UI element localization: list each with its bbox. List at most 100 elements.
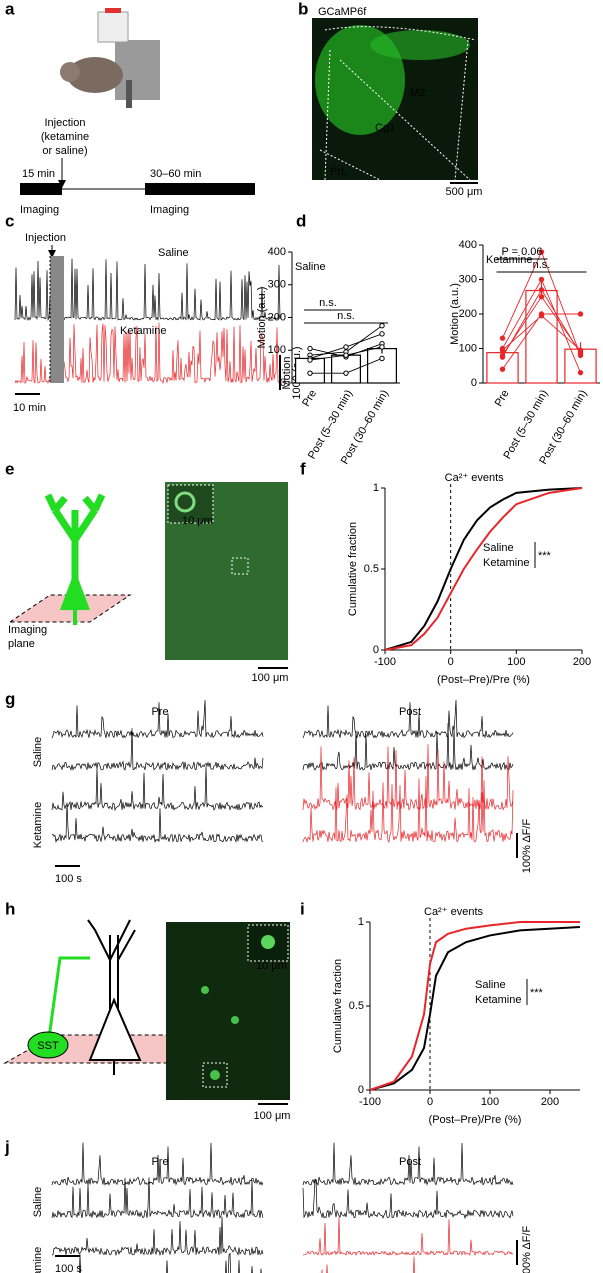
y-tick-label: 1 — [358, 916, 364, 928]
cumulative-line — [384, 487, 583, 651]
y-axis-label: Motion (a.u.) — [256, 287, 268, 349]
y-tick-label: 0.5 — [349, 1000, 364, 1012]
scale-label: Motion — [281, 356, 293, 389]
individual-point — [538, 294, 545, 300]
y-axis-label: Cumulative fraction — [347, 522, 359, 616]
x-axis-label: (Post–Pre)/Pre (%) — [429, 1114, 522, 1126]
indicator: GCaMP6f — [318, 6, 367, 18]
scale-label: 10 μm — [256, 960, 287, 972]
x-tick-label: Pre — [493, 388, 512, 409]
individual-point — [538, 287, 545, 293]
x-tick-label: 0 — [427, 1096, 433, 1108]
panel-label: c — [5, 211, 14, 230]
individual-point — [379, 331, 385, 337]
significance: *** — [538, 550, 552, 562]
scale-label: 100 s — [55, 873, 82, 885]
y-tick-label: 300 — [268, 279, 286, 291]
scale-label: 10 min — [13, 402, 46, 414]
condition-label: Saline — [158, 247, 189, 259]
panel-label: i — [300, 899, 305, 918]
row-label: Ketamine — [32, 1247, 44, 1273]
sst-drawing — [3, 919, 290, 1105]
y-tick-label: 400 — [459, 239, 477, 251]
individual-point — [577, 350, 584, 357]
y-tick-label: 0 — [373, 644, 379, 656]
individual-point — [538, 276, 545, 283]
brain-image — [312, 18, 478, 184]
individual-point — [379, 322, 385, 329]
trace — [51, 766, 264, 812]
x-tick-label: Pre — [300, 388, 319, 409]
individual-point — [307, 370, 313, 376]
annotation: Ca²⁺ events — [424, 906, 483, 918]
chart-title: Saline — [295, 261, 326, 273]
setup-illustration — [60, 8, 160, 108]
x-tick-label: 100 — [507, 656, 525, 668]
y-tick-label: 200 — [459, 308, 477, 320]
x-axis-label: (Post–Pre)/Pre (%) — [437, 674, 530, 686]
individual-point — [379, 355, 385, 362]
injection-text: (ketamine — [41, 131, 89, 143]
scale-label: 100 μm — [254, 1110, 291, 1122]
individual-point — [379, 344, 385, 350]
trace — [79, 1252, 262, 1273]
significance: *** — [530, 987, 544, 999]
scale-label: 200% ΔF/F — [521, 1226, 533, 1273]
individual-point — [499, 354, 506, 360]
plane-label: plane — [8, 638, 35, 650]
individual-point — [307, 357, 313, 363]
region-label: M2 — [410, 87, 425, 99]
cumulative-line — [369, 926, 581, 1091]
panel-label: d — [296, 211, 306, 230]
condition-label: Ketamine — [120, 325, 166, 337]
row-label: Saline — [32, 737, 44, 768]
panel-label: g — [5, 689, 15, 708]
arrow-head — [48, 250, 56, 258]
annotation: n.s. — [319, 297, 337, 309]
annotation: P = 0.06 — [501, 246, 542, 258]
individual-point — [577, 369, 584, 376]
injection-bar — [50, 256, 64, 383]
trace — [51, 802, 264, 844]
y-tick-label: 0.5 — [364, 563, 379, 575]
individual-point — [577, 311, 584, 317]
trace — [14, 260, 51, 321]
x-tick-label: 200 — [541, 1096, 559, 1108]
trace — [302, 1217, 514, 1257]
panel-label: e — [5, 459, 14, 478]
y-tick-label: 0 — [471, 377, 477, 389]
cell-label: SST — [37, 1040, 59, 1052]
trace — [302, 723, 514, 771]
trace — [302, 776, 514, 844]
imaging-bar — [20, 183, 62, 195]
plane-label: Imaging — [8, 624, 47, 636]
trace — [302, 744, 514, 812]
neuron-drawing — [8, 482, 288, 669]
individual-point — [499, 347, 506, 353]
individual-point — [499, 335, 506, 341]
individual-point — [307, 345, 313, 352]
individual-point — [343, 370, 349, 376]
x-tick-label: 100 — [481, 1096, 499, 1108]
y-tick-label: 100 — [459, 342, 477, 354]
trace — [302, 1178, 514, 1220]
x-tick-label: 0 — [448, 656, 454, 668]
x-tick-label: 200 — [573, 656, 591, 668]
trace — [51, 699, 264, 739]
trace — [51, 1142, 264, 1186]
scale-label: 10 μm — [182, 515, 213, 527]
x-tick-label: -100 — [374, 656, 396, 668]
imaging-label: Imaging — [20, 204, 59, 216]
column-label: Post — [399, 1156, 421, 1168]
panel-label: f — [300, 459, 306, 478]
scale-label: 500 μm — [446, 186, 483, 198]
imaging-bar — [145, 183, 255, 195]
time-label: 30–60 min — [150, 168, 201, 180]
trace — [302, 699, 514, 739]
injection-label: Injection — [25, 232, 66, 244]
y-tick-label: 1 — [373, 482, 379, 494]
column-label: Pre — [151, 706, 168, 718]
annotation: n.s. — [337, 310, 355, 322]
y-axis-label: Cumulative fraction — [332, 959, 344, 1053]
